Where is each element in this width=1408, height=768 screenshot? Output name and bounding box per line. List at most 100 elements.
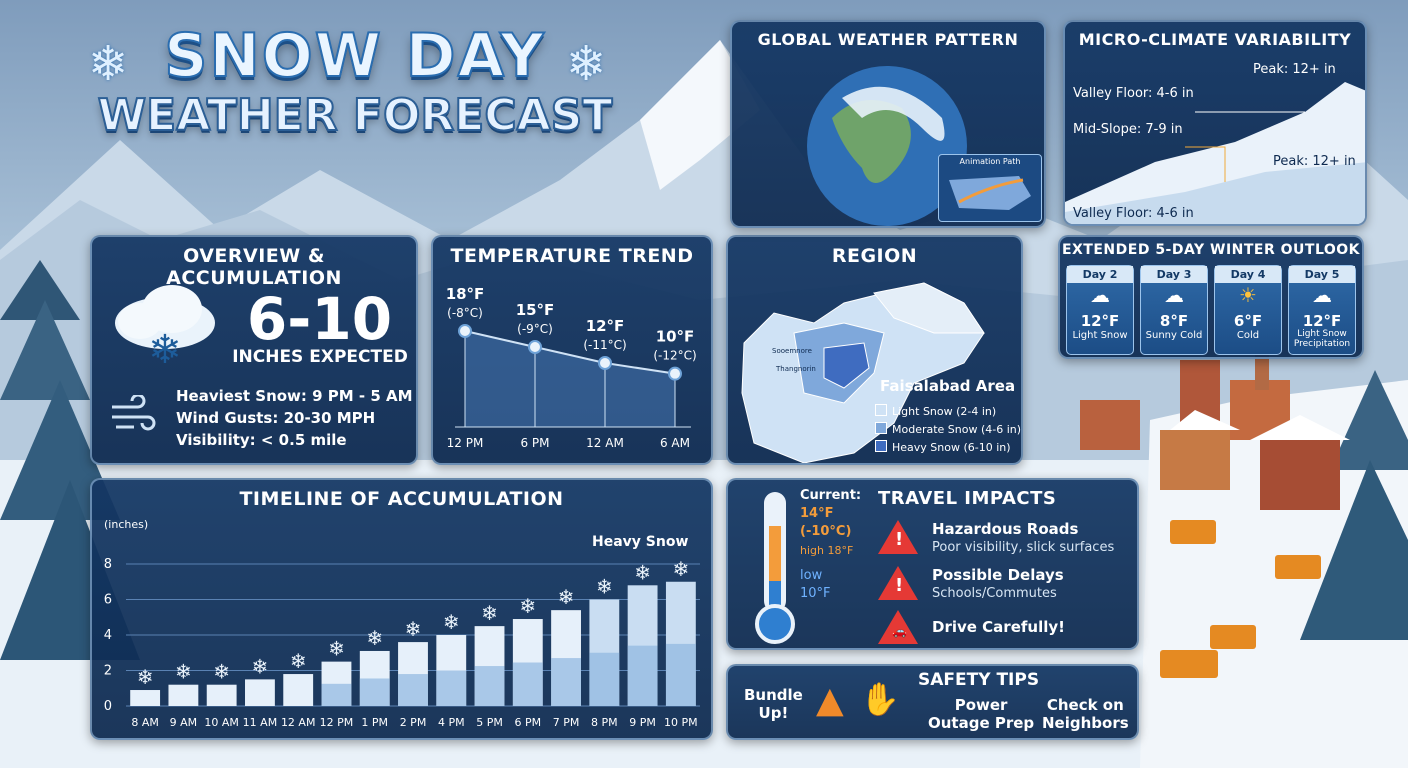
accumulation-bar-lower xyxy=(627,645,658,706)
snowflake-icon: ❄ xyxy=(328,637,345,661)
accumulation-bar-lower xyxy=(589,652,620,706)
gloves-icon: ✋ xyxy=(860,680,900,718)
day-card: Day 5 ☁ 12°F Light Snow Precipitation xyxy=(1288,265,1356,355)
visibility-text: Visibility: < 0.5 mile xyxy=(176,431,347,449)
timeline-heading: TIMELINE OF ACCUMULATION xyxy=(239,488,564,510)
svg-text:❄: ❄ xyxy=(148,327,182,371)
temp-f-label: 15°F xyxy=(516,301,555,319)
temp-time-label: 12 PM xyxy=(447,436,484,450)
temp-point xyxy=(598,356,612,370)
accumulation-bar-lower xyxy=(474,666,505,706)
current-f: 14°F xyxy=(800,506,834,521)
x-tick-label: 12 PM xyxy=(320,716,354,729)
x-tick-label: 5 PM xyxy=(476,716,503,729)
snowflake-icon: ❄ xyxy=(175,660,192,684)
day-card: Day 3 ☁ 8°F Sunny Cold xyxy=(1140,265,1208,355)
mid-slope-label: Mid-Slope: 7-9 in xyxy=(1073,122,1183,137)
accumulation-bar-lower xyxy=(436,670,467,706)
safety-heading: SAFETY TIPS xyxy=(918,670,1040,690)
impact-title-2: Possible Delays xyxy=(932,566,1064,584)
temperature-heading: TEMPERATURE TREND xyxy=(450,245,694,267)
main-title: SNOW DAY WEATHER FORECAST xyxy=(90,21,620,141)
overview-panel: OVERVIEW & ACCUMULATION ❄ 6-10 INCHES EX… xyxy=(90,235,418,465)
snow-cloud-icon: ☁ xyxy=(1312,283,1332,307)
x-tick-label: 4 PM xyxy=(438,716,465,729)
region-legend: Light Snow (2-4 in) Moderate Snow (4-6 i… xyxy=(875,403,1021,457)
day-temp: 12°F xyxy=(1080,312,1120,330)
y-tick-label: 8 xyxy=(104,557,112,572)
wind-gusts-text: Wind Gusts: 20-30 MPH xyxy=(176,409,376,427)
temp-c-label: (-11°C) xyxy=(583,338,626,352)
day-condition: Sunny Cold xyxy=(1145,330,1203,341)
sun-icon: ☀ xyxy=(1239,283,1257,307)
snowflake-icon: ❄ xyxy=(481,601,498,625)
x-tick-label: 11 AM xyxy=(243,716,278,729)
impact-title-3: Drive Carefully! xyxy=(932,618,1065,636)
high-temp: high 18°F xyxy=(800,544,854,557)
snowflake-icon: ❄ xyxy=(443,610,460,634)
temp-line xyxy=(464,330,676,375)
title-line-2: WEATHER FORECAST xyxy=(97,90,614,141)
peak-right-label: Peak: 12+ in xyxy=(1273,154,1356,169)
snowflake-icon: ❄ xyxy=(137,665,154,689)
title-line-1: SNOW DAY xyxy=(163,21,546,91)
accumulation-chart: 0 2 4 6 8 ❄ 8 AM ❄ 9 AM ❄ 10 AM ❄ 11 AM ❄ 12 AM ❄ 12 PM ❄… xyxy=(104,557,700,729)
power-outage-tip: Power Outage Prep xyxy=(928,696,1035,732)
global-pattern-panel: GLOBAL WEATHER PATTERN Animation Path xyxy=(730,20,1046,228)
temp-time-label: 12 AM xyxy=(586,436,624,450)
x-tick-label: 1 PM xyxy=(361,716,388,729)
day-card: Day 2 ☁ 12°F Light Snow xyxy=(1066,265,1134,355)
snow-cloud-icon: ☁ xyxy=(1090,283,1110,307)
snowflake-icon: ❄ xyxy=(252,654,269,678)
snowflake-icon: ❄ xyxy=(596,575,613,599)
mountain-profile xyxy=(1065,82,1365,224)
x-tick-label: 8 AM xyxy=(131,716,159,729)
region-panel: REGION Sooemnore Thangnorin Faisalabad A… xyxy=(726,235,1023,465)
day-condition: Light Snow xyxy=(1072,330,1128,341)
x-tick-label: 2 PM xyxy=(400,716,427,729)
temp-point xyxy=(458,324,472,338)
day-label: Day 2 xyxy=(1067,266,1133,283)
day-temp: 6°F xyxy=(1233,312,1263,330)
temp-f-label: 10°F xyxy=(656,328,695,346)
x-tick-label: 6 PM xyxy=(514,716,541,729)
timeline-panel: TIMELINE OF ACCUMULATION (inches) Heavy … xyxy=(90,478,713,740)
place-label-2: Thangnorin xyxy=(776,365,816,373)
overview-heading: OVERVIEW & ACCUMULATION xyxy=(166,245,342,289)
outlook-panel: EXTENDED 5-DAY WINTER OUTLOOK Day 2 ☁ 12… xyxy=(1058,235,1364,359)
temp-c-label: (-8°C) xyxy=(447,306,483,320)
temp-time-label: 6 PM xyxy=(520,436,549,450)
impact-desc-1: Poor visibility, slick surfaces xyxy=(932,540,1115,555)
impact-title-1: Hazardous Roads xyxy=(932,520,1079,538)
accumulation-bar-lower xyxy=(398,674,428,706)
region-map xyxy=(741,282,985,463)
globe-icon xyxy=(807,66,967,226)
x-tick-label: 7 PM xyxy=(553,716,580,729)
snow-cloud-icon: ❄ xyxy=(115,285,215,371)
y-tick-label: 2 xyxy=(104,664,112,679)
low-value: 10°F xyxy=(800,586,831,601)
day-temp: 8°F xyxy=(1159,312,1189,330)
accumulation-bar-lower xyxy=(551,658,581,706)
route-map xyxy=(949,176,1031,210)
x-tick-label: 9 PM xyxy=(629,716,656,729)
bundle-up-tip: Bundle Up! xyxy=(744,686,803,722)
snowflake-icon: ❄ xyxy=(519,594,536,618)
hat-icon: ▲ xyxy=(816,680,844,721)
inset-label: Animation Path xyxy=(959,157,1021,166)
day-label: Day 3 xyxy=(1141,266,1207,283)
snowflake-icon: ❄ xyxy=(558,585,575,609)
temp-c-label: (-12°C) xyxy=(653,349,696,363)
accumulation-bar-lower xyxy=(512,662,543,706)
warning-icon: ! xyxy=(878,520,918,554)
travel-heading: TRAVEL IMPACTS xyxy=(878,488,1057,509)
check-neighbors-tip: Check on Neighbors xyxy=(1042,696,1129,732)
valley-top-label: Valley Floor: 4-6 in xyxy=(1073,86,1194,101)
heavy-snow-annotation: Heavy Snow xyxy=(592,534,689,550)
snowflake-icon: ❄ xyxy=(566,36,607,92)
animation-inset: Animation Path xyxy=(938,154,1042,222)
snow-cloud-icon: ☁ xyxy=(1164,283,1184,307)
day-label: Day 5 xyxy=(1289,266,1355,283)
day-condition: Light Snow Precipitation xyxy=(1293,329,1351,349)
accumulation-bar-lower xyxy=(359,678,390,706)
